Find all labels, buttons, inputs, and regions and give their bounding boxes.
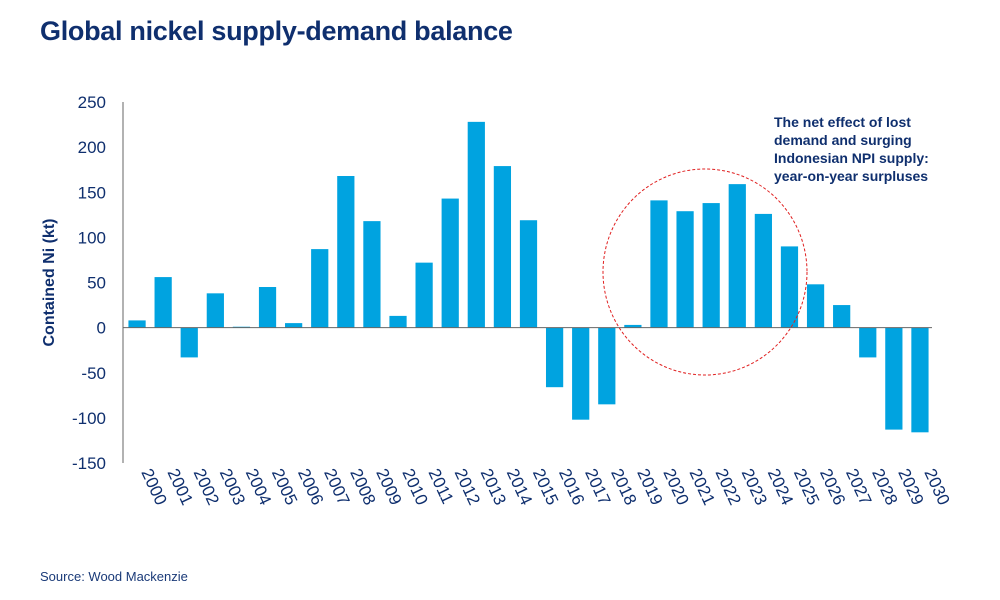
y-tick-label: 100: [78, 228, 106, 247]
bar: [650, 200, 668, 328]
bar: [572, 327, 590, 420]
bar: [519, 220, 538, 328]
bar: [467, 121, 485, 328]
bar: [389, 315, 407, 328]
bar: [598, 327, 616, 405]
bar: [545, 327, 564, 388]
bar: [806, 284, 825, 328]
annotation-text: demand and surging: [774, 132, 912, 148]
bar: [180, 327, 198, 358]
y-tick-label: 250: [78, 93, 106, 112]
bar: [311, 249, 329, 328]
bar: [859, 327, 877, 358]
chart-title: Global nickel supply-demand balance: [40, 16, 513, 46]
bar: [441, 198, 459, 328]
annotation-text: The net effect of lost: [774, 114, 911, 130]
annotation-text: year-on-year surpluses: [774, 168, 928, 184]
bar: [363, 221, 381, 328]
bar: [154, 277, 172, 328]
y-tick-label: 50: [87, 274, 106, 293]
bar: [728, 184, 746, 328]
annotation-text: Indonesian NPI supply:: [774, 150, 929, 166]
highlight-circle: [602, 168, 808, 376]
bar: [128, 320, 146, 328]
bar: [415, 262, 433, 328]
bar: [911, 327, 929, 433]
y-tick-label: -50: [81, 364, 106, 383]
bar: [754, 213, 772, 328]
bar: [676, 211, 694, 328]
bar: [780, 246, 799, 328]
bar: [702, 203, 720, 328]
y-tick-label: -150: [72, 454, 106, 473]
bar: [337, 176, 355, 328]
bar: [833, 305, 851, 328]
y-tick-label: 150: [78, 183, 106, 202]
bar: [885, 327, 903, 430]
source-note: Source: Wood Mackenzie: [40, 569, 188, 584]
y-axis-label: Contained Ni (kt): [41, 219, 58, 347]
y-tick-label: 200: [78, 138, 106, 157]
x-tick-label: 2030: [920, 466, 953, 508]
bar: [285, 323, 303, 328]
bar: [206, 293, 224, 328]
bar: [493, 166, 512, 328]
bar: [258, 287, 277, 328]
bar: [624, 324, 642, 328]
y-tick-label: 0: [97, 319, 106, 338]
y-tick-label: -100: [72, 409, 106, 428]
